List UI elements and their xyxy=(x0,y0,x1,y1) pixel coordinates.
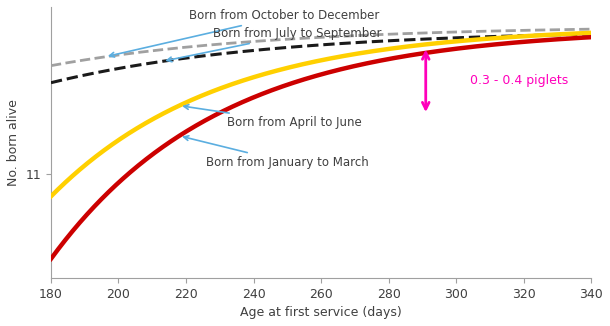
Text: Born from October to December: Born from October to December xyxy=(110,9,380,57)
Text: Born from January to March: Born from January to March xyxy=(184,136,369,169)
Text: 0.3 - 0.4 piglets: 0.3 - 0.4 piglets xyxy=(470,74,568,87)
X-axis label: Age at first service (days): Age at first service (days) xyxy=(240,306,402,319)
Y-axis label: No. born alive: No. born alive xyxy=(7,99,20,186)
Text: Born from April to June: Born from April to June xyxy=(184,105,361,129)
Text: Born from July to September: Born from July to September xyxy=(167,27,381,62)
